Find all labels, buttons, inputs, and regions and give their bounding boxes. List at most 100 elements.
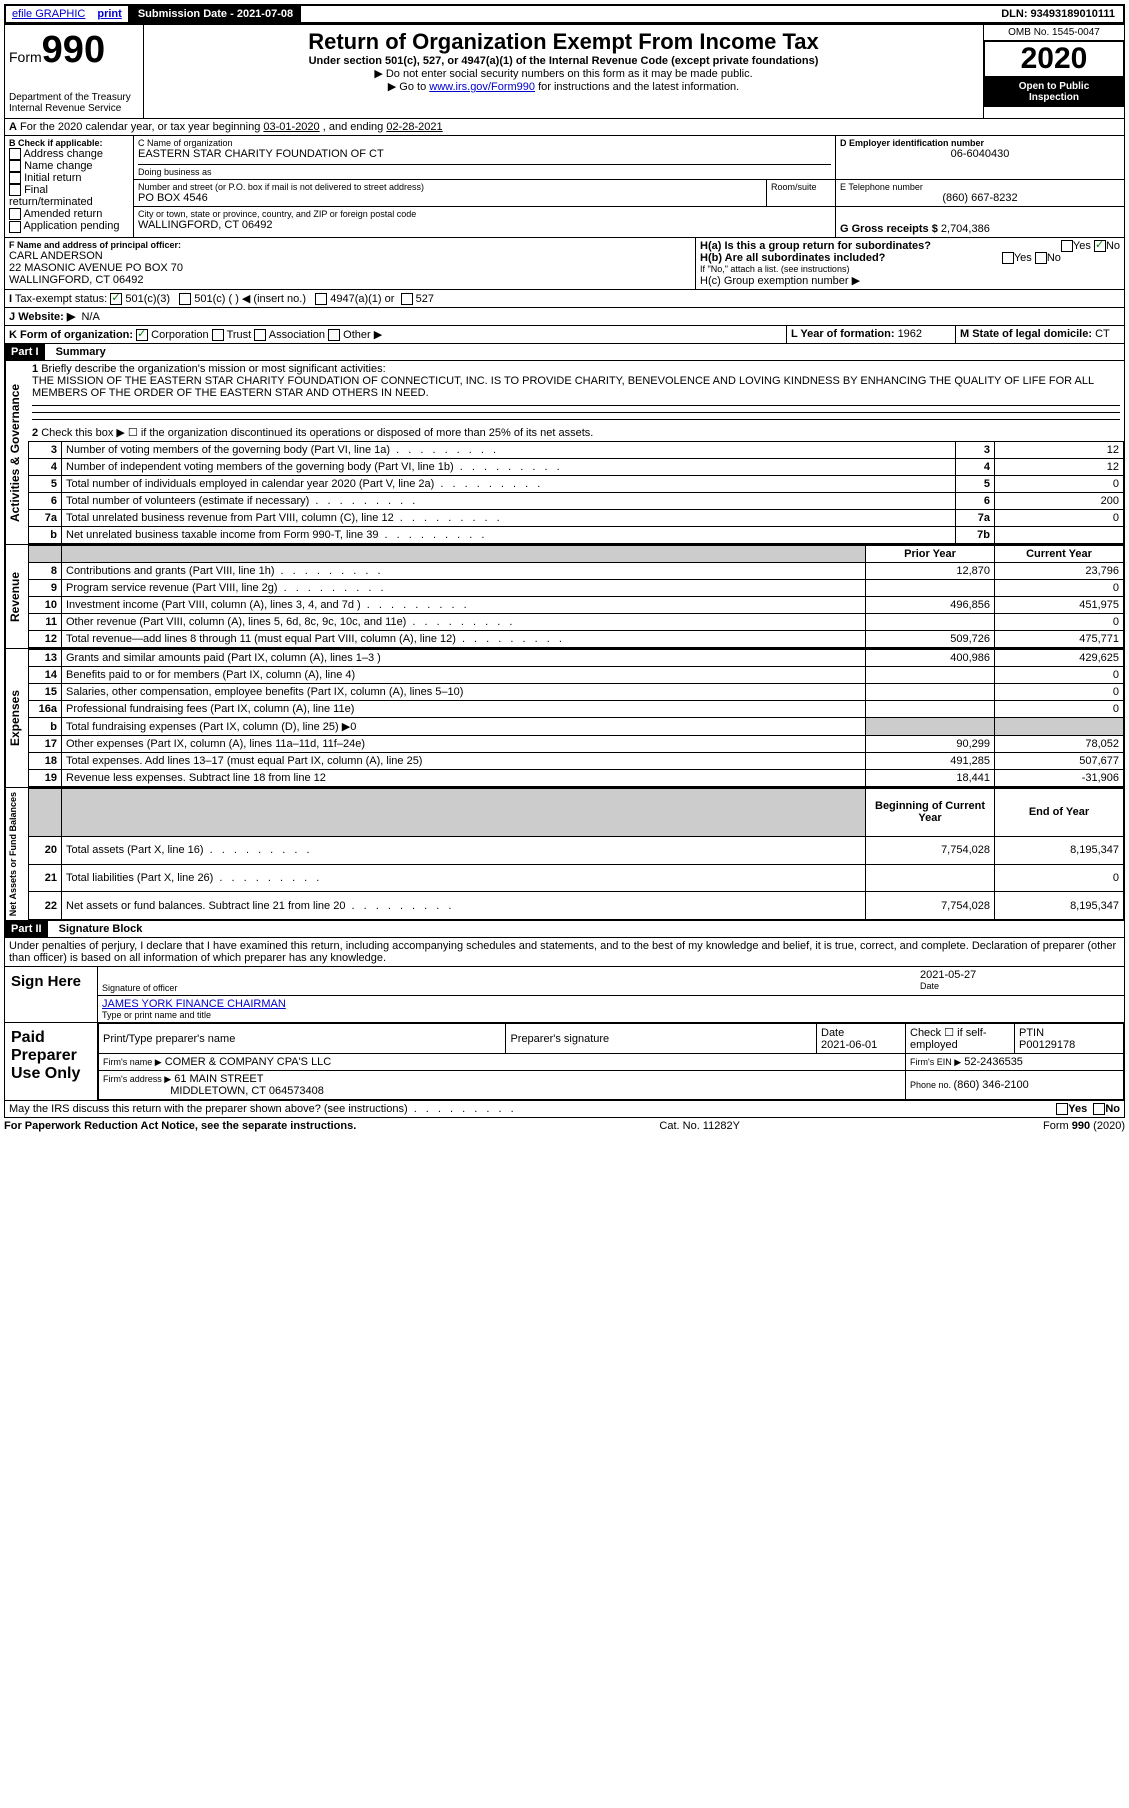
self-employed-check[interactable]: Check ☐ if self-employed (906, 1024, 1015, 1054)
dln-label: DLN: 93493189010111 (993, 6, 1123, 22)
room-label: Room/suite (767, 180, 836, 206)
chk-assoc[interactable] (254, 329, 266, 341)
form-title: Return of Organization Exempt From Incom… (148, 29, 979, 55)
discuss-yes[interactable] (1056, 1103, 1068, 1115)
chk-4947[interactable] (315, 293, 327, 305)
chk-corp[interactable] (136, 329, 148, 341)
table-row: 21Total liabilities (Part X, line 26)0 (29, 864, 1124, 892)
entity-block: B Check if applicable: Address change Na… (4, 136, 1125, 238)
tax-exempt-row: I Tax-exempt status: 501(c)(3) 501(c) ( … (4, 290, 1125, 308)
section-revenue: Revenue (5, 545, 28, 648)
table-row: 17Other expenses (Part IX, column (A), l… (29, 736, 1124, 753)
chk-initial-return[interactable]: Initial return (9, 172, 129, 184)
chk-501c[interactable] (179, 293, 191, 305)
part-i-header: Part I Summary (4, 344, 1125, 361)
org-name: EASTERN STAR CHARITY FOUNDATION OF CT (138, 148, 831, 160)
table-row: 18Total expenses. Add lines 13–17 (must … (29, 753, 1124, 770)
chk-name-change[interactable]: Name change (9, 160, 129, 172)
ptin-value: P00129178 (1019, 1039, 1075, 1051)
declaration-text: Under penalties of perjury, I declare th… (4, 938, 1125, 967)
expenses-section: Expenses 13Grants and similar amounts pa… (4, 649, 1125, 788)
box-c-label: C Name of organization (138, 138, 831, 148)
sign-here-label: Sign Here (5, 967, 98, 1022)
chk-address-change[interactable]: Address change (9, 148, 129, 160)
form-number: 990 (42, 29, 105, 71)
table-row: 20Total assets (Part X, line 16)7,754,02… (29, 836, 1124, 864)
website-row: J Website: ▶ N/A (4, 308, 1125, 326)
part-i-body: Activities & Governance 1 Briefly descri… (4, 361, 1125, 545)
governance-table: 3Number of voting members of the governi… (28, 441, 1124, 544)
section-activities: Activities & Governance (5, 361, 28, 544)
officer-block: F Name and address of principal officer:… (4, 238, 1125, 290)
box-e-label: E Telephone number (840, 182, 1120, 192)
hb-yes[interactable] (1002, 252, 1014, 264)
table-row: 11Other revenue (Part VIII, column (A), … (29, 614, 1124, 631)
section-expenses: Expenses (5, 649, 28, 787)
firm-name: COMER & COMPANY CPA'S LLC (165, 1056, 332, 1068)
table-row: 4Number of independent voting members of… (29, 459, 1124, 476)
line-a: A For the 2020 calendar year, or tax yea… (4, 119, 1125, 136)
section-netassets: Net Assets or Fund Balances (5, 788, 28, 920)
table-row: 9Program service revenue (Part VIII, lin… (29, 580, 1124, 597)
ha-yes[interactable] (1061, 240, 1073, 252)
chk-final-return[interactable]: Final return/terminated (9, 184, 129, 208)
h-b-row: H(b) Are all subordinates included? Yes … (700, 252, 1120, 264)
h-c-row: H(c) Group exemption number ▶ (700, 274, 1120, 287)
gross-receipts: 2,704,386 (941, 223, 990, 235)
ha-no[interactable] (1094, 240, 1106, 252)
irs-link[interactable]: www.irs.gov/Form990 (429, 81, 535, 93)
chk-527[interactable] (401, 293, 413, 305)
warning-goto: ▶ Go to www.irs.gov/Form990 for instruct… (148, 80, 979, 93)
table-row: 14Benefits paid to or for members (Part … (29, 667, 1124, 684)
city-label: City or town, state or province, country… (138, 209, 831, 219)
expenses-table: 13Grants and similar amounts paid (Part … (28, 649, 1124, 787)
table-row: Beginning of Current YearEnd of Year (29, 789, 1124, 837)
preparer-date: 2021-06-01 (821, 1039, 877, 1051)
hb-no[interactable] (1035, 252, 1047, 264)
tax-year-begin: 03-01-2020 (263, 121, 319, 133)
table-row: 16aProfessional fundraising fees (Part I… (29, 701, 1124, 718)
mission-text: THE MISSION OF THE EASTERN STAR CHARITY … (32, 375, 1094, 399)
discuss-row: May the IRS discuss this return with the… (4, 1101, 1125, 1118)
tax-year-end: 02-28-2021 (386, 121, 442, 133)
print-link[interactable]: print (91, 6, 127, 22)
table-row: 13Grants and similar amounts paid (Part … (29, 650, 1124, 667)
sig-date: 2021-05-27 (920, 969, 1120, 981)
box-g-label: G Gross receipts $ (840, 223, 941, 235)
footer-row: For Paperwork Reduction Act Notice, see … (4, 1118, 1125, 1134)
efile-link[interactable]: efile GRAPHIC (6, 6, 91, 22)
preparer-table: Print/Type preparer's name Preparer's si… (98, 1023, 1124, 1100)
table-row: 6Total number of volunteers (estimate if… (29, 493, 1124, 510)
chk-app-pending[interactable]: Application pending (9, 220, 129, 232)
chk-other[interactable] (328, 329, 340, 341)
table-row: 12Total revenue—add lines 8 through 11 (… (29, 631, 1124, 648)
table-row: Prior YearCurrent Year (29, 546, 1124, 563)
state-domicile: CT (1095, 328, 1110, 340)
dept-treasury: Department of the Treasury (9, 92, 139, 103)
form-header: Form990 Department of the Treasury Inter… (4, 24, 1125, 119)
paid-preparer-label: Paid Preparer Use Only (5, 1023, 98, 1100)
firm-ein: 52-2436535 (964, 1056, 1023, 1068)
h-b-note: If "No," attach a list. (see instruction… (700, 264, 1120, 274)
h-a-row: H(a) Is this a group return for subordin… (700, 240, 1120, 252)
table-row: 22Net assets or fund balances. Subtract … (29, 892, 1124, 920)
revenue-table: Prior YearCurrent Year8Contributions and… (28, 545, 1124, 648)
chk-amended[interactable]: Amended return (9, 208, 129, 220)
firm-addr2: MIDDLETOWN, CT 064573408 (170, 1085, 324, 1097)
paperwork-notice: For Paperwork Reduction Act Notice, see … (4, 1120, 356, 1132)
table-row: bTotal fundraising expenses (Part IX, co… (29, 718, 1124, 736)
discuss-no[interactable] (1093, 1103, 1105, 1115)
chk-501c3[interactable] (110, 293, 122, 305)
part-ii-header: Part II Signature Block (4, 921, 1125, 938)
dept-irs: Internal Revenue Service (9, 103, 139, 114)
firm-phone: (860) 346-2100 (954, 1079, 1029, 1091)
chk-trust[interactable] (212, 329, 224, 341)
submission-date-box: Submission Date - 2021-07-08 (128, 6, 301, 22)
officer-name: CARL ANDERSON (9, 250, 691, 262)
ein-value: 06-6040430 (840, 148, 1120, 160)
open-to-public: Open to Public Inspection (984, 77, 1124, 107)
officer-printed-name: JAMES YORK FINANCE CHAIRMAN (102, 998, 1120, 1010)
org-city: WALLINGFORD, CT 06492 (138, 219, 831, 231)
cat-number: Cat. No. 11282Y (659, 1120, 740, 1132)
table-row: 8Contributions and grants (Part VIII, li… (29, 563, 1124, 580)
